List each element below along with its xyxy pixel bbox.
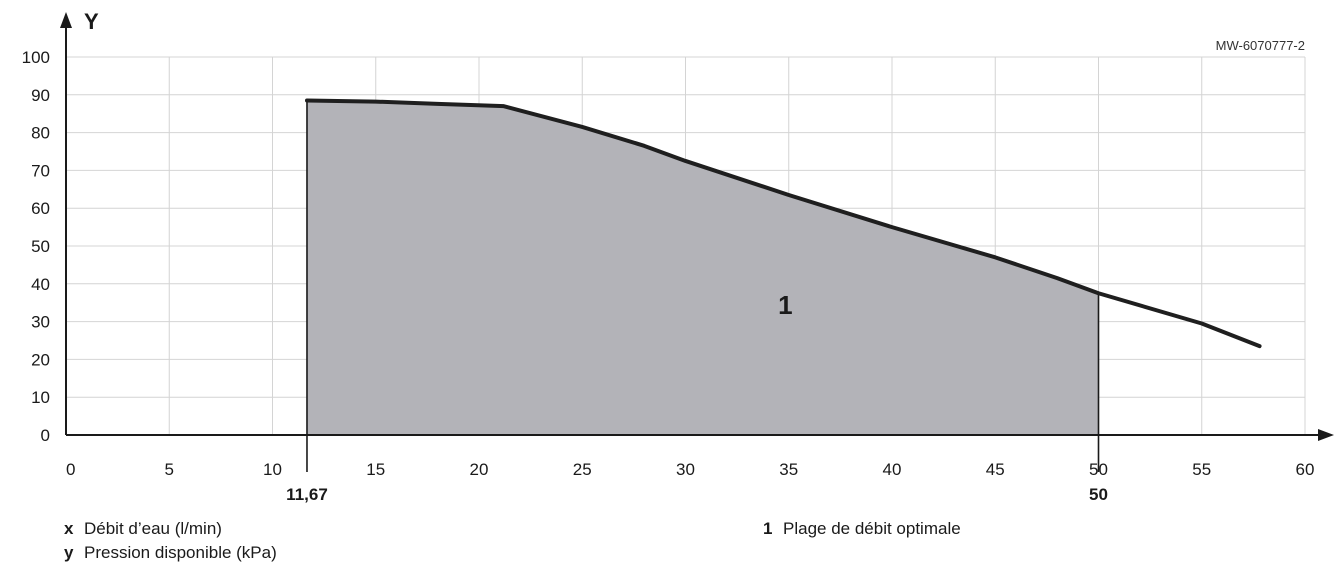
x-tick-label: 40 (883, 460, 902, 479)
y-axis-arrow (60, 12, 72, 28)
boundary-label: 50 (1089, 485, 1108, 504)
x-tick-label: 10 (263, 460, 282, 479)
x-tick-label: 60 (1296, 460, 1315, 479)
legend-key: y (64, 543, 74, 562)
range-boundary-lines (306, 100, 1100, 472)
y-tick-label: 50 (31, 237, 50, 256)
legend-text: Plage de débit optimale (783, 519, 961, 538)
legend-key: x (64, 519, 74, 538)
x-tick-label: 25 (573, 460, 592, 479)
y-tick-label: 10 (31, 388, 50, 407)
y-tick-label: 60 (31, 199, 50, 218)
x-tick-label: 35 (779, 460, 798, 479)
x-tick-label: 20 (470, 460, 489, 479)
legend-item-y: y Pression disponible (kPa) (64, 543, 277, 563)
y-tick-label: 30 (31, 313, 50, 332)
x-tick-label: 55 (1192, 460, 1211, 479)
legend-key: 1 (763, 519, 773, 538)
y-tick-label: 0 (41, 426, 50, 445)
x-axis-arrow (1318, 429, 1334, 441)
pressure-curve (304, 98, 1262, 349)
tick-labels: 0 10 20 30 40 50 60 70 80 90 100 0 5 10 15 20 25 30 35 40 45… (22, 48, 1315, 504)
axes (60, 12, 1334, 441)
x-tick-label: 50 (1089, 460, 1108, 479)
optimal-flow-range-area (306, 99, 1099, 436)
x-tick-label: 45 (986, 460, 1005, 479)
boundary-label: 11,67 (286, 485, 328, 504)
y-axis-label: Y (84, 9, 99, 34)
y-tick-label: 90 (31, 86, 50, 105)
legend-item-x: x Débit d’eau (l/min) (64, 519, 222, 539)
x-tick-label: 0 (66, 460, 75, 479)
y-tick-label: 20 (31, 350, 50, 369)
x-tick-label: 30 (676, 460, 695, 479)
x-tick-label: 5 (165, 460, 174, 479)
legend-text: Débit d’eau (l/min) (84, 519, 222, 538)
legend-item-1: 1 Plage de débit optimale (763, 519, 961, 539)
region-label: 1 (778, 290, 792, 320)
y-tick-label: 80 (31, 124, 50, 143)
y-tick-label: 100 (22, 48, 50, 67)
legend-text: Pression disponible (kPa) (84, 543, 277, 562)
x-tick-label: 15 (366, 460, 385, 479)
y-tick-label: 70 (31, 161, 50, 180)
reference-code: MW-6070777-2 (1216, 38, 1305, 53)
y-tick-label: 40 (31, 275, 50, 294)
